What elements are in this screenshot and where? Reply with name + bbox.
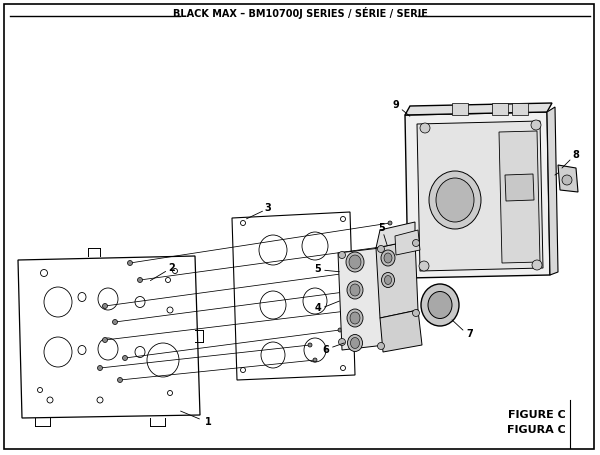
Ellipse shape: [413, 239, 419, 247]
Ellipse shape: [393, 243, 397, 247]
Polygon shape: [376, 222, 415, 248]
Text: FIGURA C: FIGURA C: [507, 425, 566, 435]
Polygon shape: [558, 165, 578, 192]
Ellipse shape: [308, 343, 312, 347]
Ellipse shape: [349, 255, 361, 269]
Polygon shape: [499, 131, 540, 263]
Ellipse shape: [381, 250, 395, 266]
Ellipse shape: [137, 278, 143, 283]
Ellipse shape: [531, 120, 541, 130]
Ellipse shape: [350, 284, 360, 296]
Text: 2: 2: [169, 263, 175, 273]
Text: 1: 1: [205, 417, 211, 427]
Text: 5: 5: [379, 223, 385, 233]
Ellipse shape: [377, 246, 385, 253]
Ellipse shape: [338, 328, 342, 332]
Text: 7: 7: [467, 329, 473, 339]
Ellipse shape: [347, 334, 362, 352]
Text: 8: 8: [572, 150, 580, 160]
Polygon shape: [492, 103, 508, 115]
Ellipse shape: [338, 339, 346, 345]
Ellipse shape: [428, 292, 452, 318]
Ellipse shape: [420, 123, 430, 133]
Ellipse shape: [313, 358, 317, 362]
Polygon shape: [376, 240, 418, 318]
Polygon shape: [405, 103, 552, 115]
Ellipse shape: [429, 171, 481, 229]
Text: 4: 4: [314, 303, 322, 313]
Text: 6: 6: [323, 345, 329, 355]
Ellipse shape: [373, 286, 377, 290]
Ellipse shape: [347, 309, 363, 327]
Ellipse shape: [377, 343, 385, 349]
Text: 5: 5: [314, 264, 322, 274]
Ellipse shape: [368, 268, 372, 272]
Ellipse shape: [350, 312, 360, 324]
Ellipse shape: [128, 261, 133, 266]
Ellipse shape: [382, 273, 395, 288]
Polygon shape: [505, 174, 534, 201]
Ellipse shape: [122, 355, 128, 360]
Polygon shape: [380, 310, 422, 352]
Ellipse shape: [103, 338, 107, 343]
Polygon shape: [512, 103, 528, 115]
Ellipse shape: [350, 338, 359, 349]
Ellipse shape: [436, 178, 474, 222]
Ellipse shape: [384, 253, 392, 263]
Ellipse shape: [413, 309, 419, 317]
Polygon shape: [547, 107, 558, 275]
Text: BLACK MAX – BM10700J SERIES / SÉRIE / SERIE: BLACK MAX – BM10700J SERIES / SÉRIE / SE…: [173, 7, 427, 19]
FancyBboxPatch shape: [4, 4, 594, 449]
Ellipse shape: [388, 221, 392, 225]
Ellipse shape: [385, 275, 392, 284]
Polygon shape: [417, 121, 543, 271]
Text: FIGURE C: FIGURE C: [508, 410, 566, 420]
Polygon shape: [395, 230, 420, 255]
Ellipse shape: [346, 252, 364, 272]
Ellipse shape: [419, 261, 429, 271]
Ellipse shape: [347, 281, 363, 299]
Text: 9: 9: [392, 100, 400, 110]
Ellipse shape: [338, 252, 346, 258]
Ellipse shape: [103, 303, 107, 308]
Ellipse shape: [113, 319, 118, 324]
Ellipse shape: [353, 308, 357, 312]
Polygon shape: [338, 248, 385, 350]
Polygon shape: [452, 103, 468, 115]
Text: 3: 3: [265, 203, 271, 213]
Ellipse shape: [562, 175, 572, 185]
Ellipse shape: [532, 260, 542, 270]
Ellipse shape: [97, 365, 103, 370]
Ellipse shape: [118, 378, 122, 383]
Ellipse shape: [421, 284, 459, 326]
Polygon shape: [405, 112, 550, 278]
